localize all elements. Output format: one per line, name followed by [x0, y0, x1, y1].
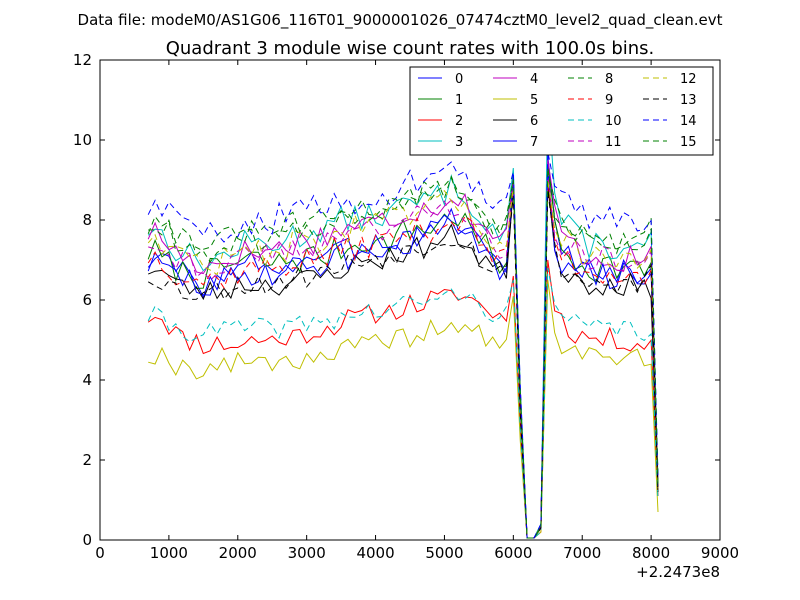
x-tick-label: 7000: [563, 544, 601, 562]
series-line-11: [148, 171, 659, 539]
series-line-9: [147, 179, 659, 539]
y-tick-label: 8: [82, 211, 92, 229]
series-line-7: [147, 167, 659, 539]
series-line-0: [147, 155, 659, 539]
legend-label-12: 12: [680, 72, 697, 87]
legend-label-8: 8: [605, 72, 613, 87]
legend-label-10: 10: [605, 114, 622, 129]
legend-label-14: 14: [680, 114, 697, 129]
x-tick-label: 5000: [425, 544, 463, 562]
chart-title: Quadrant 3 module wise count rates with …: [166, 38, 655, 59]
legend-label-6: 6: [530, 114, 538, 129]
x-tick-label: 3000: [288, 544, 326, 562]
series-line-13: [147, 191, 659, 539]
y-tick-label: 4: [82, 371, 92, 389]
legend-label-15: 15: [680, 135, 697, 150]
x-tick-label: 6000: [494, 544, 532, 562]
legend-label-13: 13: [680, 93, 697, 108]
legend-label-9: 9: [605, 93, 613, 108]
legend-box: [409, 66, 714, 156]
legend-label-4: 4: [530, 72, 538, 87]
legend-label-0: 0: [455, 72, 463, 87]
series-line-5: [148, 279, 659, 539]
series-layer: [147, 95, 659, 539]
x-tick-label: 0: [95, 544, 105, 562]
figure-suptitle: Data file: modeM0/AS1G06_116T01_90000010…: [78, 11, 723, 30]
legend-label-2: 2: [455, 114, 463, 129]
x-tick-label: 1000: [150, 544, 188, 562]
y-tick-label: 0: [82, 531, 92, 549]
x-tick-label: 9000: [701, 544, 739, 562]
x-offset-label: +2.2473e8: [636, 563, 720, 581]
legend-label-11: 11: [605, 135, 622, 150]
series-line-12: [147, 179, 659, 539]
y-tick-label: 6: [82, 291, 92, 309]
series-line-4: [147, 159, 659, 539]
series-line-2: [147, 259, 659, 539]
x-tick-label: 8000: [632, 544, 670, 562]
legend-label-1: 1: [455, 93, 463, 108]
y-tick-label: 10: [73, 131, 92, 149]
series-line-3: [147, 95, 659, 539]
series-line-10: [147, 267, 659, 539]
x-tick-label: 4000: [356, 544, 394, 562]
legend-label-5: 5: [530, 93, 538, 108]
legend-label-3: 3: [455, 135, 463, 150]
y-tick-label: 2: [82, 451, 92, 469]
axis-layer: 0 1000 2000 3000 4000 5000 6000 7000 8000 9000 0 2 4…: [73, 51, 739, 562]
series-line-6: [148, 183, 659, 539]
series-line-14: [147, 151, 659, 539]
y-tick-label: 12: [73, 51, 92, 69]
series-line-15: [147, 167, 659, 539]
x-tick-label: 2000: [219, 544, 257, 562]
series-line-8: [148, 171, 659, 539]
legend-label-7: 7: [530, 135, 538, 150]
